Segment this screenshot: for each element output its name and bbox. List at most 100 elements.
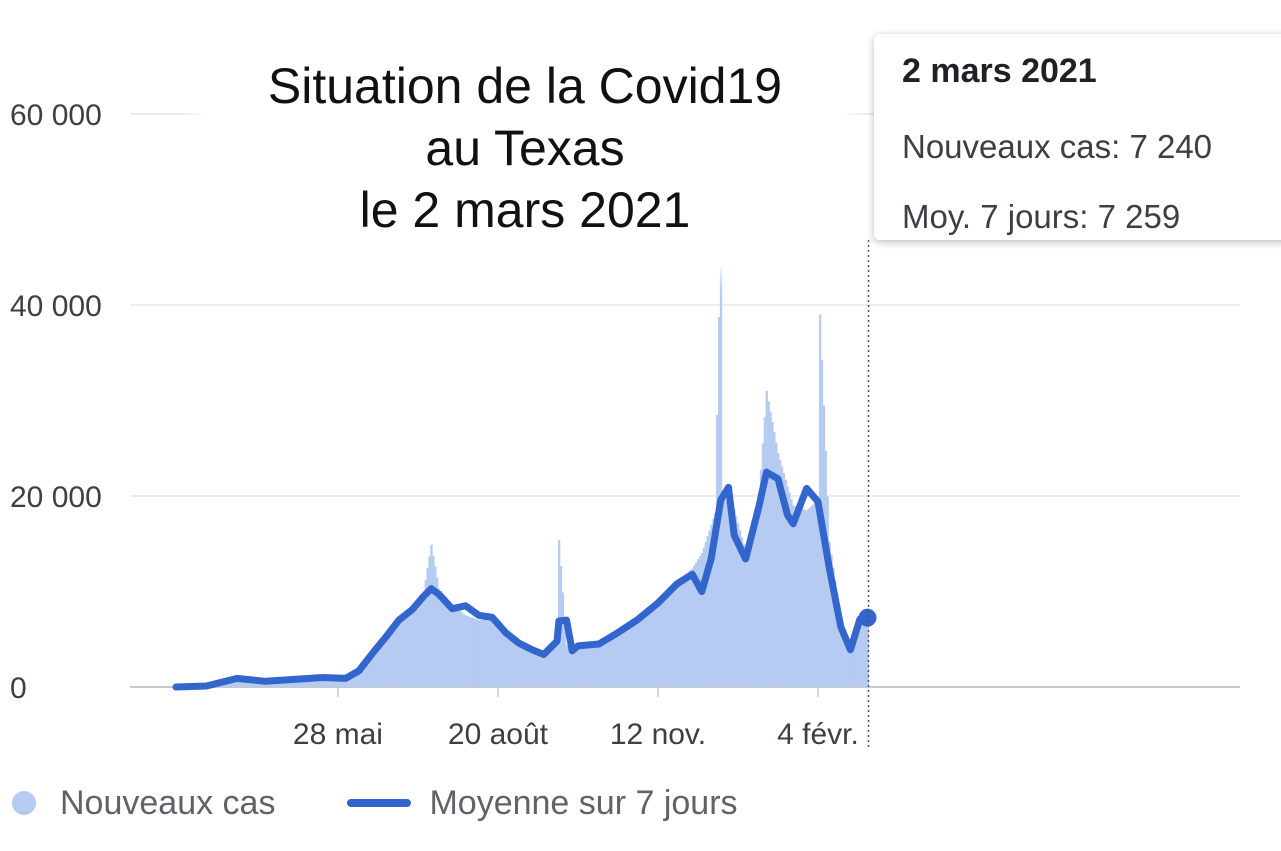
new-cases-bar — [319, 675, 323, 687]
new-cases-bar — [504, 629, 507, 687]
new-cases-bar — [860, 621, 864, 687]
new-cases-bar — [624, 626, 627, 687]
new-cases-bar — [847, 642, 850, 687]
new-cases-bar — [858, 622, 862, 687]
new-cases-bar — [371, 650, 374, 687]
new-cases-bar — [843, 631, 847, 687]
new-cases-bar — [704, 541, 707, 687]
new-cases-bar — [613, 634, 616, 687]
new-cases-bar — [641, 613, 645, 687]
new-cases-bar — [622, 627, 626, 687]
new-cases-bar — [485, 619, 488, 687]
new-cases-bar — [420, 594, 424, 687]
new-cases-bar — [375, 646, 378, 687]
new-cases-bar — [426, 568, 429, 687]
new-cases-bar — [237, 678, 241, 687]
new-cases-bar — [479, 619, 483, 687]
new-cases-bar — [483, 619, 486, 687]
new-cases-bar — [763, 417, 766, 687]
new-cases-bar — [681, 576, 685, 687]
new-cases-bar — [239, 678, 243, 687]
new-cases-bar — [649, 606, 652, 687]
new-cases-bar — [502, 628, 506, 687]
new-cases-bar — [744, 551, 747, 687]
chart-legend: Nouveaux cas Moyenne sur 7 jours — [12, 778, 738, 828]
new-cases-bar — [752, 519, 755, 687]
new-cases-bar — [546, 650, 549, 687]
y-tick-label: 40 000 — [10, 290, 102, 323]
new-cases-bar — [367, 655, 370, 687]
y-tick-label: 60 000 — [10, 99, 102, 132]
new-cases-bar — [700, 553, 704, 687]
new-cases-bar — [563, 618, 566, 687]
new-cases-bar — [466, 616, 469, 687]
new-cases-bar — [363, 661, 366, 687]
new-cases-bar — [866, 617, 869, 687]
new-cases-bar — [538, 653, 542, 687]
new-cases-bar — [698, 556, 702, 687]
new-cases-bar — [695, 562, 698, 687]
new-cases-bar — [626, 624, 629, 687]
new-cases-bar — [405, 612, 408, 687]
new-cases-bar — [458, 610, 462, 687]
new-cases-bar — [500, 626, 504, 687]
seven-day-average-line — [172, 468, 871, 691]
new-cases-bar — [832, 567, 835, 687]
new-cases-bar — [552, 644, 555, 687]
new-cases-bar — [738, 530, 742, 687]
new-cases-bar — [817, 499, 820, 687]
tooltip-date: 2 mars 2021 — [902, 52, 1097, 90]
new-cases-bar — [677, 580, 681, 687]
new-cases-bar — [767, 401, 770, 687]
new-cases-bar — [617, 631, 620, 687]
new-cases-bar — [693, 565, 696, 687]
new-cases-bar — [864, 618, 867, 687]
title-overlay: Situation de la Covid19 au Texas le 2 ma… — [205, 28, 845, 268]
new-cases-bar — [714, 513, 717, 687]
new-cases-bar — [436, 577, 439, 687]
new-cases-bar — [382, 637, 385, 687]
new-cases-bar — [811, 505, 814, 687]
new-cases-bar — [396, 620, 399, 687]
new-cases-bar — [788, 492, 791, 687]
new-cases-bar — [655, 600, 658, 687]
new-cases-bar — [782, 473, 786, 687]
new-cases-bar — [716, 415, 719, 687]
new-cases-bar — [376, 644, 380, 687]
new-cases-bar — [841, 625, 845, 687]
new-cases-bar — [748, 535, 751, 687]
new-cases-bar — [399, 616, 403, 687]
new-cases-bar — [489, 618, 492, 687]
average-legend-label: Moyenne sur 7 jours — [429, 783, 738, 822]
new-cases-bar — [556, 641, 559, 687]
new-cases-bar — [432, 555, 435, 687]
new-cases-bar — [527, 647, 530, 687]
new-cases-bar — [578, 645, 582, 687]
new-cases-bar — [352, 671, 355, 687]
new-cases-bar — [533, 651, 536, 687]
new-cases-bar — [428, 556, 431, 687]
new-cases-bar — [557, 539, 561, 687]
new-cases-bar — [643, 611, 646, 687]
new-cases-bar — [514, 637, 517, 687]
x-axis-ticks: 28 mai 20 août 12 nov. 4 févr. — [293, 718, 859, 751]
new-cases-bar — [365, 658, 368, 687]
new-cases-bar — [496, 623, 500, 687]
new-cases-bar — [729, 504, 732, 687]
new-cases-bar — [607, 637, 610, 687]
new-cases-bar — [234, 678, 237, 687]
new-cases-bar — [571, 645, 574, 687]
new-cases-bar — [790, 499, 793, 687]
new-cases-bar — [792, 505, 795, 687]
new-cases-bar — [411, 608, 414, 687]
title-line-1: Situation de la Covid19 — [267, 58, 783, 114]
new-cases-bar — [666, 590, 669, 687]
new-cases-bar — [710, 524, 713, 687]
new-cases-bar — [599, 642, 603, 687]
new-cases-bar — [611, 635, 614, 687]
new-cases-bar — [542, 654, 546, 687]
new-cases-bar — [464, 615, 467, 687]
new-cases-bar — [437, 588, 441, 687]
new-cases-bar — [797, 507, 801, 687]
